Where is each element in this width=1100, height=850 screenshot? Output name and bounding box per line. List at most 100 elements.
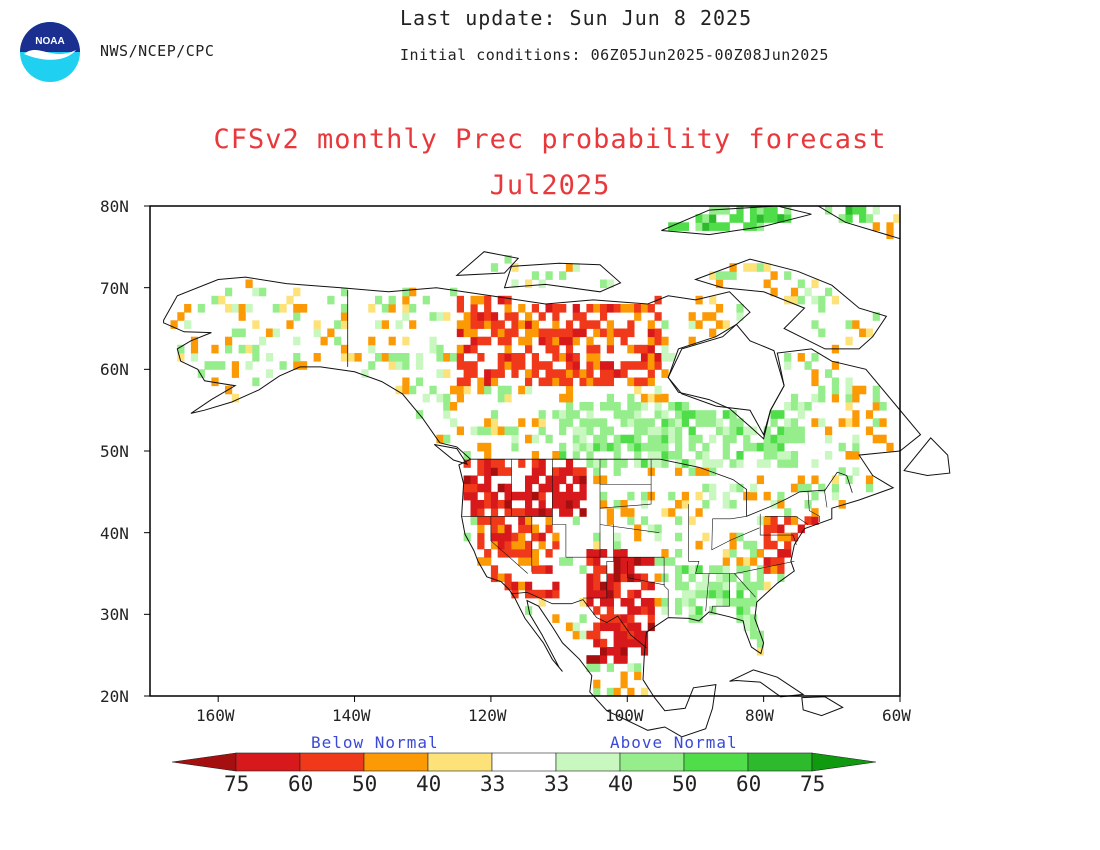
probability-cell — [606, 606, 614, 615]
probability-cell — [702, 214, 710, 223]
probability-cell — [579, 598, 587, 607]
probability-cell — [695, 614, 703, 623]
probability-cell — [490, 369, 499, 378]
probability-cell — [463, 475, 471, 485]
probability-cell — [518, 557, 526, 566]
probability-cell — [443, 353, 451, 362]
probability-cell — [722, 271, 730, 280]
probability-cell — [729, 418, 737, 427]
probability-cell — [490, 573, 499, 583]
probability-cell — [688, 606, 696, 615]
probability-cell — [675, 222, 683, 231]
probability-cell — [620, 508, 628, 517]
probability-cell — [811, 418, 819, 427]
probability-cell — [463, 312, 471, 321]
probability-cell — [736, 304, 744, 313]
probability-cell — [811, 320, 819, 329]
probability-cell — [634, 606, 642, 615]
probability-cell — [497, 295, 505, 305]
probability-cell — [525, 369, 533, 378]
probability-cell — [879, 434, 887, 444]
probability-cell — [600, 647, 608, 656]
probability-cell — [484, 491, 492, 501]
probability-cell — [259, 287, 267, 297]
probability-cell — [552, 589, 560, 599]
probability-cell — [770, 565, 778, 574]
probability-cell — [559, 377, 567, 387]
probability-cell — [634, 630, 642, 640]
lon-label-80w: 80W — [745, 706, 774, 725]
probability-cell — [750, 581, 758, 591]
probability-cell — [613, 614, 621, 623]
probability-cell — [456, 353, 464, 362]
probability-cell — [484, 377, 492, 387]
probability-cell — [579, 508, 587, 517]
probability-cell — [627, 491, 635, 501]
probability-cell — [559, 304, 567, 313]
probability-cell — [831, 295, 839, 305]
probability-cell — [784, 418, 792, 427]
probability-cell — [218, 295, 226, 305]
probability-cell — [613, 687, 621, 697]
probability-cell — [640, 377, 649, 387]
probability-cell — [490, 540, 499, 550]
probability-cell — [729, 532, 737, 542]
probability-cell — [484, 426, 492, 436]
colorbar-arrow-below — [171, 752, 237, 772]
probability-cell — [702, 312, 710, 321]
probability-cell — [190, 336, 199, 346]
probability-cell — [593, 467, 601, 476]
probability-cell — [763, 263, 771, 272]
probability-cell — [852, 451, 860, 460]
probability-cell — [640, 426, 649, 436]
probability-cell — [572, 500, 580, 509]
probability-cell — [770, 271, 778, 280]
probability-cell — [613, 630, 621, 640]
probability-cell — [470, 508, 478, 517]
probability-cell — [620, 369, 628, 378]
probability-cell — [293, 353, 301, 362]
probability-cell — [600, 614, 608, 623]
probability-cell — [436, 312, 444, 321]
probability-cell — [579, 614, 587, 623]
probability-cell — [511, 369, 519, 378]
probability-cell — [681, 410, 689, 419]
probability-cell — [695, 589, 703, 599]
probability-cell — [497, 540, 505, 550]
probability-cell — [736, 206, 744, 215]
probability-cell — [300, 304, 308, 313]
probability-cell — [340, 353, 349, 362]
probability-cell — [654, 336, 662, 346]
probability-cell — [797, 426, 805, 436]
probability-cell — [293, 287, 301, 297]
probability-cell — [456, 377, 464, 387]
probability-cell — [586, 369, 594, 378]
probability-cell — [245, 304, 253, 313]
probability-cell — [627, 557, 635, 566]
coastline — [433, 444, 469, 465]
probability-cell — [600, 491, 608, 501]
probability-cell — [613, 622, 621, 632]
probability-cell — [859, 328, 867, 338]
probability-cell — [531, 353, 539, 362]
probability-cell — [654, 598, 662, 607]
probability-cell — [252, 377, 260, 387]
probability-cell — [490, 312, 499, 321]
below-normal-label: Below Normal — [311, 733, 439, 752]
probability-cell — [490, 516, 499, 525]
probability-cell — [381, 320, 389, 329]
colorbar-segment — [683, 752, 749, 772]
probability-cell — [293, 361, 301, 370]
probability-cell — [763, 442, 771, 452]
probability-cell — [736, 598, 744, 607]
probability-cell — [702, 500, 710, 509]
probability-cell — [579, 369, 587, 378]
probability-cell — [688, 614, 696, 623]
probability-cell — [743, 442, 751, 452]
probability-cell — [252, 353, 260, 362]
probability-cell — [552, 475, 560, 485]
lat-label-80n: 80N — [100, 197, 129, 216]
initial-conditions: Initial conditions: 06Z05Jun2025-00Z08Ju… — [400, 46, 829, 64]
probability-cell — [525, 336, 533, 346]
probability-cell — [572, 467, 580, 476]
